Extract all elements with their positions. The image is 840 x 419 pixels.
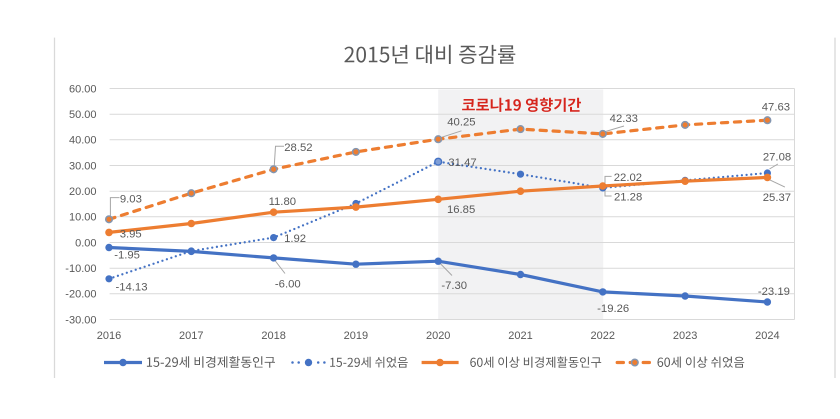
svg-text:1.92: 1.92 (284, 233, 306, 245)
svg-text:28.52: 28.52 (284, 142, 312, 154)
svg-text:27.08: 27.08 (763, 151, 791, 163)
svg-text:21.28: 21.28 (614, 192, 642, 204)
svg-text:2019: 2019 (344, 330, 368, 342)
svg-text:30.00: 30.00 (69, 160, 97, 172)
svg-text:40.25: 40.25 (447, 116, 475, 128)
svg-text:-10.00: -10.00 (65, 263, 96, 275)
svg-text:60.00: 60.00 (69, 83, 97, 95)
svg-text:22.02: 22.02 (614, 172, 642, 184)
svg-text:-1.95: -1.95 (114, 249, 140, 261)
svg-text:25.37: 25.37 (763, 192, 791, 204)
svg-text:2021: 2021 (508, 330, 532, 342)
svg-text:-6.00: -6.00 (275, 278, 301, 290)
svg-text:2018: 2018 (261, 330, 285, 342)
svg-text:2023: 2023 (673, 330, 697, 342)
svg-text:-30.00: -30.00 (65, 314, 96, 326)
svg-text:11.80: 11.80 (269, 196, 296, 208)
svg-text:2017: 2017 (179, 330, 203, 342)
svg-text:10.00: 10.00 (69, 212, 97, 224)
svg-text:31.47: 31.47 (448, 157, 476, 169)
svg-text:0.00: 0.00 (75, 237, 96, 249)
svg-text:47.63: 47.63 (762, 102, 790, 114)
svg-text:40.00: 40.00 (69, 135, 97, 147)
svg-text:16.85: 16.85 (447, 204, 475, 216)
svg-text:-7.30: -7.30 (441, 280, 467, 292)
svg-text:42.33: 42.33 (610, 113, 638, 125)
svg-text:-23.19: -23.19 (758, 286, 790, 298)
svg-text:50.00: 50.00 (69, 109, 97, 121)
svg-text:-14.13: -14.13 (115, 282, 147, 294)
svg-text:2024: 2024 (755, 330, 779, 342)
svg-text:20.00: 20.00 (69, 186, 97, 198)
svg-text:3.95: 3.95 (120, 228, 142, 240)
svg-text:2016: 2016 (97, 330, 121, 342)
svg-text:-19.26: -19.26 (597, 303, 629, 315)
svg-text:2020: 2020 (426, 330, 450, 342)
svg-text:-20.00: -20.00 (65, 289, 96, 301)
svg-text:9.03: 9.03 (120, 193, 142, 205)
svg-text:2022: 2022 (591, 330, 615, 342)
